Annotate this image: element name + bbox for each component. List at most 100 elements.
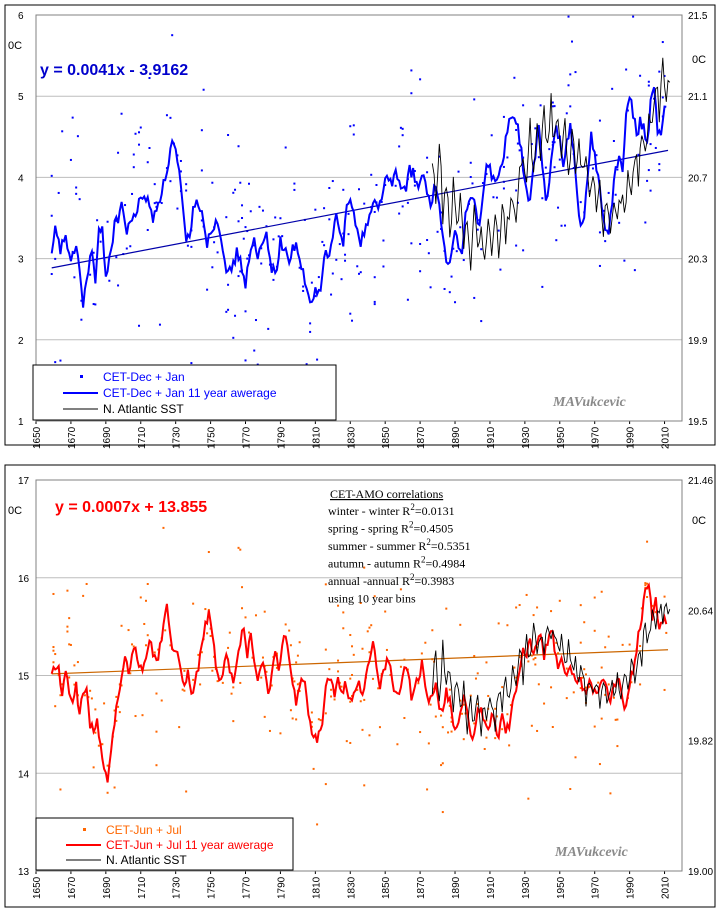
data-point <box>373 303 376 306</box>
data-point <box>534 127 537 130</box>
data-point <box>331 180 334 183</box>
y-tick-left: 16 <box>18 574 30 585</box>
data-point <box>441 811 444 814</box>
data-point <box>459 699 462 702</box>
data-point <box>155 764 158 767</box>
data-point <box>80 299 83 302</box>
data-point <box>260 247 263 250</box>
data-point <box>450 730 453 733</box>
data-point <box>663 688 666 691</box>
data-point <box>146 634 149 637</box>
data-point <box>227 283 230 286</box>
data-point <box>431 629 434 632</box>
data-point <box>600 590 603 593</box>
y-tick-right: 19.9 <box>688 336 708 347</box>
data-point <box>274 216 277 219</box>
data-point <box>469 161 472 164</box>
data-point <box>429 703 432 706</box>
data-point <box>261 209 264 212</box>
data-point <box>216 680 219 683</box>
data-point <box>483 748 486 751</box>
data-point <box>420 652 423 655</box>
data-point <box>382 239 385 242</box>
data-point <box>94 303 97 306</box>
data-point <box>335 258 338 261</box>
x-tick: 1790 <box>276 426 287 449</box>
data-point <box>614 193 617 196</box>
data-point <box>644 582 647 585</box>
data-point <box>183 669 186 672</box>
data-point <box>83 694 86 697</box>
data-point <box>202 88 205 91</box>
data-point <box>614 718 617 721</box>
data-point <box>457 170 460 173</box>
x-tick: 1970 <box>591 876 602 899</box>
data-point <box>557 206 560 209</box>
data-point <box>50 214 53 217</box>
data-point <box>248 182 251 185</box>
data-point <box>197 653 200 656</box>
data-point <box>169 180 172 183</box>
data-point <box>434 715 437 718</box>
data-point <box>54 361 57 364</box>
data-point <box>506 624 509 627</box>
sst-line <box>431 602 671 737</box>
data-point <box>485 719 488 722</box>
data-point <box>342 611 345 614</box>
data-point <box>426 156 429 159</box>
data-point <box>200 169 203 172</box>
x-tick: 1850 <box>381 876 392 899</box>
data-point <box>363 202 366 205</box>
data-point <box>54 705 57 708</box>
data-point <box>637 153 640 156</box>
x-tick: 2010 <box>661 426 672 449</box>
data-point <box>593 629 596 632</box>
data-point <box>344 259 347 262</box>
data-point <box>541 285 544 288</box>
data-point <box>160 202 163 205</box>
data-point <box>317 276 320 279</box>
data-point <box>258 205 261 208</box>
data-point <box>253 349 256 352</box>
data-point <box>356 688 359 691</box>
data-point <box>69 158 72 161</box>
data-point <box>120 624 123 627</box>
data-point <box>574 71 577 74</box>
y-tick-left: 13 <box>18 867 30 878</box>
y-tick-left: 2 <box>18 336 24 347</box>
data-point <box>192 602 195 605</box>
data-point <box>118 711 121 714</box>
data-point <box>337 659 340 662</box>
data-point <box>295 718 298 721</box>
data-point <box>623 259 626 262</box>
data-point <box>574 756 577 759</box>
data-point <box>555 641 558 644</box>
data-point <box>324 712 327 715</box>
y-tick-left: 14 <box>18 769 30 780</box>
data-point <box>459 226 462 229</box>
x-tick: 1990 <box>626 876 637 899</box>
data-point <box>92 251 95 254</box>
data-point <box>157 648 160 651</box>
data-point <box>368 734 371 737</box>
data-point <box>244 359 247 362</box>
data-point <box>298 641 301 644</box>
data-point <box>73 276 76 279</box>
data-point <box>550 686 553 689</box>
data-point <box>263 715 266 718</box>
data-point <box>626 109 629 112</box>
data-point <box>537 156 540 159</box>
data-point <box>171 34 174 37</box>
data-point <box>82 594 85 597</box>
data-point <box>206 632 209 635</box>
data-point <box>558 599 561 602</box>
data-point <box>513 76 516 79</box>
data-point <box>160 699 163 702</box>
trend-equation: y = 0.0041x - 3.9162 <box>40 62 188 79</box>
data-point <box>625 68 628 71</box>
data-point <box>146 228 149 231</box>
data-point <box>649 189 652 192</box>
legend-label: N. Atlantic SST <box>103 402 184 416</box>
legend-label: CET-Dec + Jan <box>103 370 185 384</box>
data-point <box>284 623 287 626</box>
